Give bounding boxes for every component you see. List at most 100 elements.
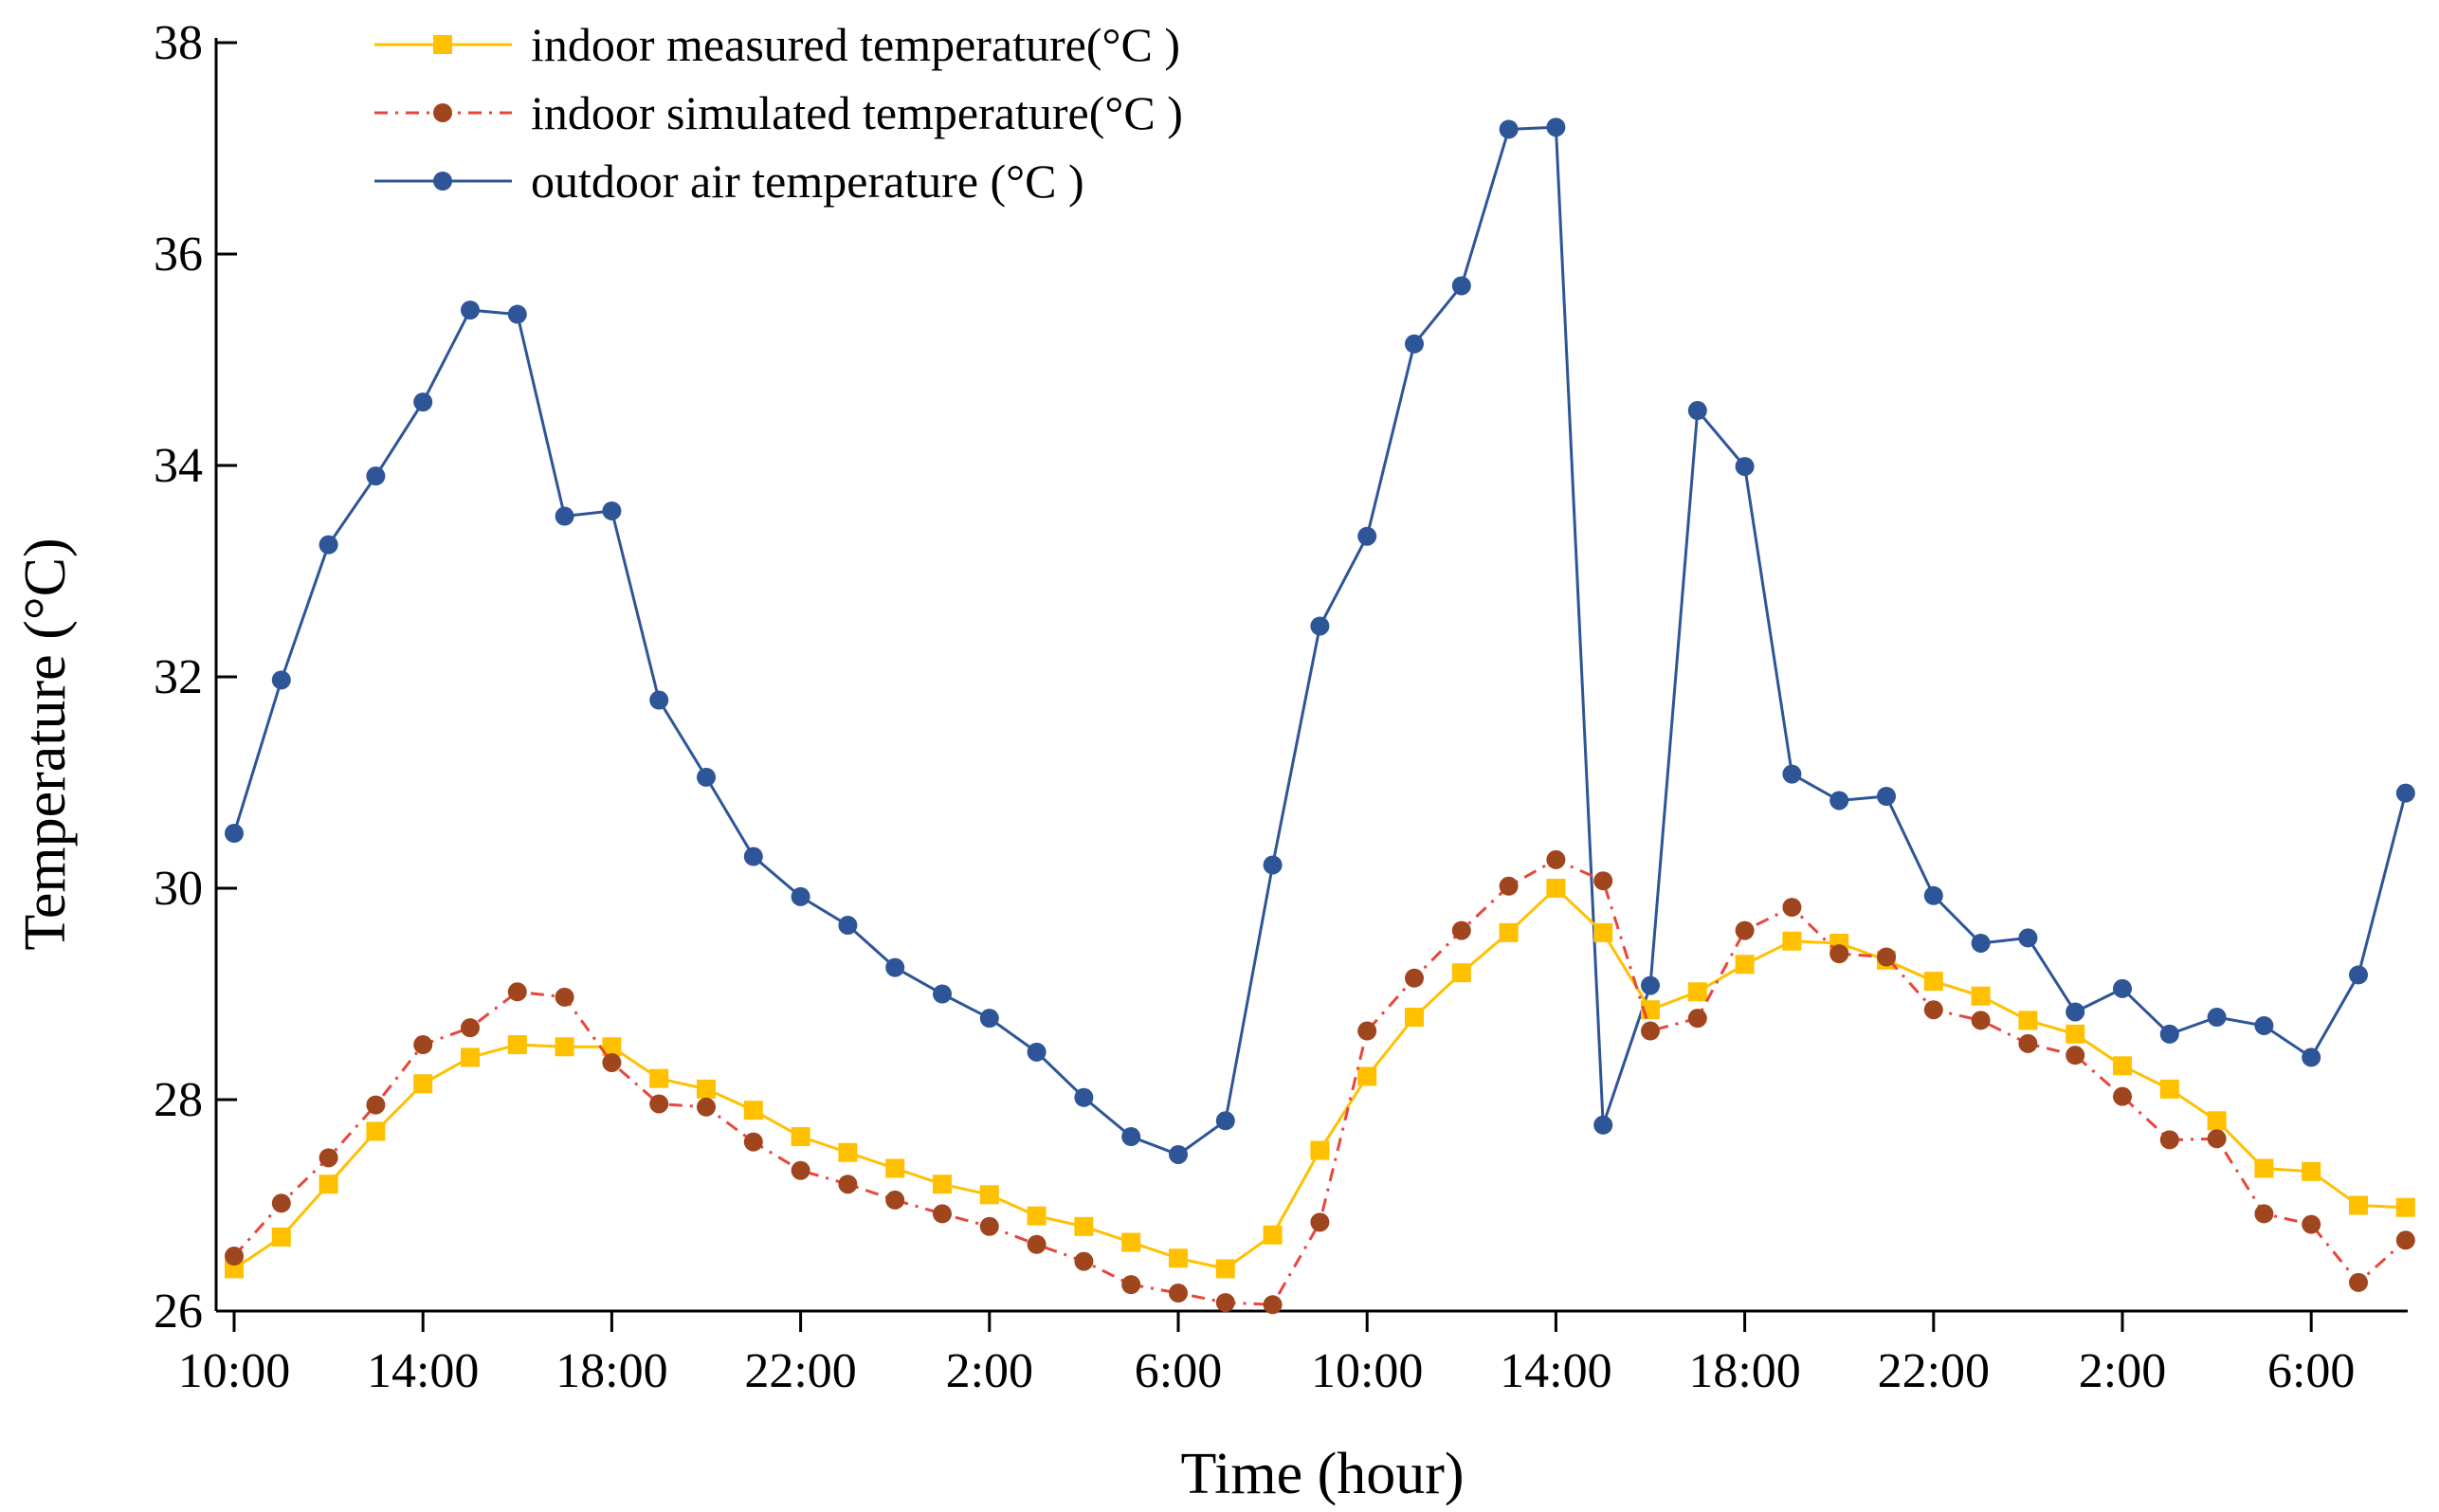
y-tick-label: 32 bbox=[154, 650, 203, 704]
data-point bbox=[319, 1175, 338, 1194]
data-point bbox=[2302, 1047, 2321, 1067]
data-point bbox=[461, 1018, 480, 1038]
y-tick-label: 28 bbox=[154, 1073, 203, 1127]
data-point bbox=[697, 1097, 716, 1117]
data-point bbox=[1310, 616, 1330, 636]
data-point bbox=[413, 392, 433, 412]
x-tick-label: 18:00 bbox=[1688, 1344, 1800, 1398]
data-point bbox=[1546, 879, 1566, 898]
data-point bbox=[2395, 1197, 2415, 1217]
data-point bbox=[319, 1148, 338, 1168]
data-point bbox=[2254, 1204, 2274, 1224]
data-point bbox=[885, 1158, 905, 1178]
legend-label: outdoor air temperature (°C ) bbox=[531, 155, 1084, 208]
x-tick-label: 6:00 bbox=[2267, 1344, 2355, 1398]
data-point bbox=[413, 1074, 433, 1094]
data-point bbox=[271, 670, 291, 690]
data-point bbox=[979, 1009, 999, 1029]
data-point bbox=[979, 1216, 999, 1236]
data-point bbox=[555, 987, 574, 1007]
data-point bbox=[1310, 1140, 1330, 1160]
data-point bbox=[1357, 1066, 1377, 1086]
data-point bbox=[2113, 1086, 2132, 1106]
data-point bbox=[791, 886, 810, 906]
x-tick-label: 14:00 bbox=[1500, 1344, 1611, 1398]
series-line bbox=[233, 885, 2406, 1271]
data-point bbox=[885, 957, 905, 977]
series-line bbox=[232, 858, 2407, 1306]
series-1 bbox=[225, 879, 2415, 1279]
data-point bbox=[2207, 1129, 2227, 1149]
data-point bbox=[743, 1132, 763, 1152]
data-point bbox=[2159, 1079, 2179, 1099]
data-point bbox=[1923, 1000, 1943, 1020]
data-point bbox=[602, 501, 622, 520]
legend-label: indoor simulated temperature(°C ) bbox=[531, 86, 1183, 139]
data-point bbox=[225, 1247, 244, 1266]
data-point bbox=[743, 1101, 763, 1120]
legend-item: indoor simulated temperature(°C ) bbox=[374, 86, 1183, 139]
series-layer bbox=[225, 118, 2415, 1315]
data-point bbox=[1405, 334, 1424, 354]
data-point bbox=[1027, 1234, 1047, 1254]
data-point bbox=[271, 1193, 291, 1213]
data-point bbox=[2159, 1024, 2179, 1044]
data-point bbox=[461, 1047, 480, 1067]
y-tick-label: 34 bbox=[154, 439, 203, 493]
data-point bbox=[743, 847, 763, 866]
data-point bbox=[1121, 1127, 1141, 1147]
data-point bbox=[366, 466, 386, 486]
y-tick-label: 30 bbox=[154, 862, 203, 916]
data-point bbox=[1310, 1212, 1330, 1232]
data-point bbox=[1687, 401, 1707, 421]
data-point bbox=[1782, 898, 1802, 918]
data-point bbox=[2254, 1158, 2274, 1178]
data-point bbox=[1641, 1021, 1660, 1041]
data-point bbox=[2302, 1214, 2321, 1234]
x-tick-label: 22:00 bbox=[1878, 1344, 1990, 1398]
data-point bbox=[2113, 978, 2132, 998]
data-point bbox=[2018, 1011, 2038, 1030]
x-tick-label: 18:00 bbox=[555, 1344, 667, 1398]
x-tick-label: 10:00 bbox=[1311, 1344, 1423, 1398]
data-point bbox=[1593, 922, 1613, 942]
data-point bbox=[1593, 1115, 1613, 1135]
data-point bbox=[933, 1175, 952, 1194]
x-axis-title: Time (hour) bbox=[1180, 1442, 1464, 1506]
data-point bbox=[1451, 963, 1471, 983]
x-tick-label: 10:00 bbox=[178, 1344, 290, 1398]
data-point bbox=[2018, 928, 2038, 948]
data-point bbox=[1641, 975, 1660, 995]
data-point bbox=[1074, 1087, 1094, 1107]
data-point bbox=[1169, 1248, 1188, 1268]
data-point bbox=[838, 916, 858, 936]
data-point bbox=[1027, 1206, 1047, 1226]
data-point bbox=[1405, 1008, 1424, 1028]
data-point bbox=[602, 1037, 622, 1057]
data-point bbox=[1215, 1293, 1235, 1313]
series-2 bbox=[225, 849, 2415, 1315]
data-point bbox=[838, 1175, 858, 1194]
data-point bbox=[2018, 1033, 2038, 1053]
data-point bbox=[1451, 920, 1471, 940]
data-point bbox=[1263, 855, 1283, 875]
data-point bbox=[1593, 871, 1613, 891]
data-point bbox=[2159, 1130, 2179, 1150]
data-point bbox=[1357, 1021, 1377, 1041]
data-point bbox=[2066, 1046, 2085, 1066]
data-point bbox=[1405, 968, 1424, 988]
x-tick-label: 22:00 bbox=[744, 1344, 856, 1398]
data-point bbox=[366, 1095, 386, 1115]
data-point bbox=[1877, 947, 1896, 967]
data-point bbox=[2207, 1008, 2227, 1028]
data-point bbox=[1499, 876, 1519, 896]
data-point bbox=[1121, 1275, 1141, 1295]
data-point bbox=[507, 304, 527, 324]
legend-item: outdoor air temperature (°C ) bbox=[374, 155, 1084, 208]
data-point bbox=[461, 301, 480, 320]
data-point bbox=[1499, 119, 1519, 139]
data-point bbox=[555, 506, 574, 526]
data-point bbox=[507, 982, 527, 1002]
data-point bbox=[225, 824, 244, 844]
